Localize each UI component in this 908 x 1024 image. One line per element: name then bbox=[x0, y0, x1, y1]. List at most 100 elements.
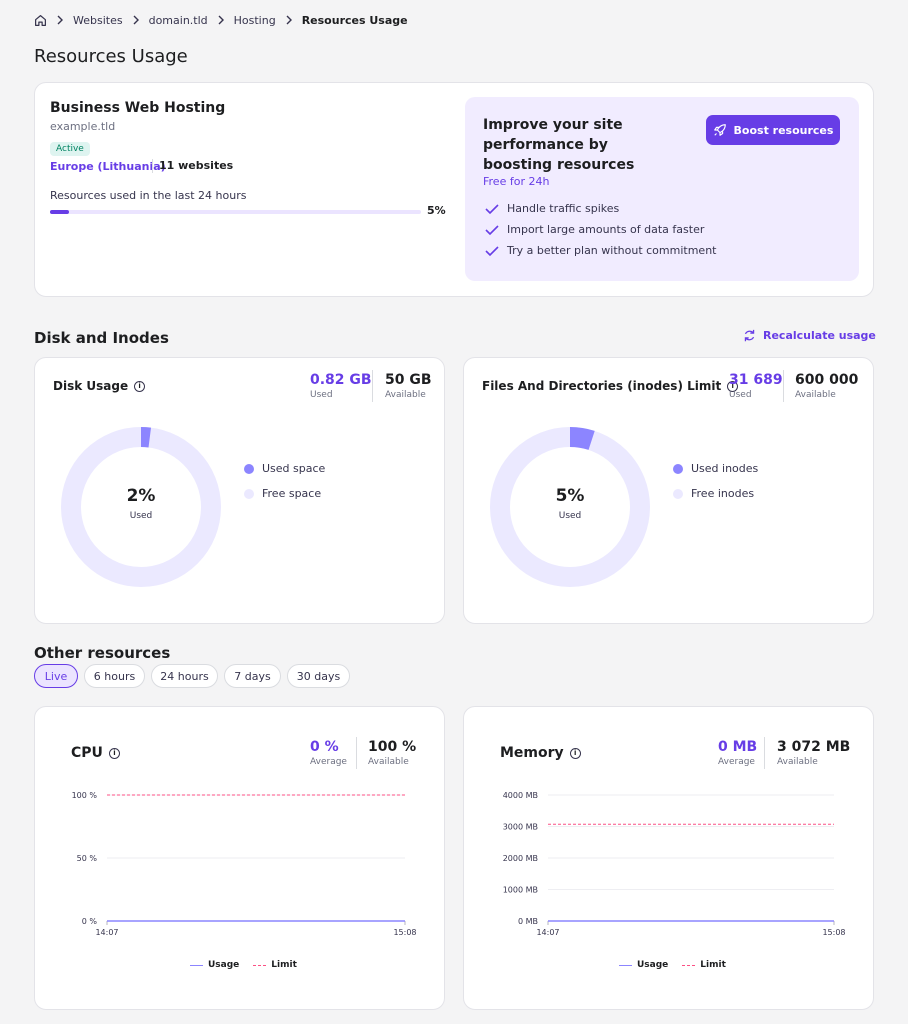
cpu-available-value: 100 % bbox=[368, 739, 417, 755]
stat-divider bbox=[356, 737, 357, 769]
memory-available-stat: 3 072 MB Available bbox=[777, 739, 850, 767]
legend-dot-used bbox=[673, 463, 683, 474]
y-tick-label: 100 % bbox=[72, 791, 98, 800]
recalculate-usage-button[interactable]: Recalculate usage bbox=[743, 329, 876, 342]
info-icon[interactable]: i bbox=[108, 747, 120, 759]
memory-average-label: Average bbox=[718, 757, 755, 767]
inodes-used-label: Used bbox=[729, 390, 752, 400]
disk-percent: 2% bbox=[126, 486, 156, 506]
donut-used-arc bbox=[569, 427, 595, 451]
disk-percent-label: Used bbox=[129, 511, 153, 521]
memory-line-chart: 4000 MB 3000 MB 2000 MB 1000 MB 0 MB 14:07 15:… bbox=[503, 791, 846, 937]
other-resources-title: Other resources bbox=[34, 644, 171, 662]
memory-average-value: 0 MB bbox=[718, 739, 758, 755]
legend-used-space: Used space bbox=[244, 462, 325, 475]
usage-label: Resources used in the last 24 hours bbox=[50, 189, 247, 202]
inodes-used-stat: 31 689 Used bbox=[729, 372, 783, 400]
breadcrumb-link-hosting[interactable]: Hosting bbox=[233, 13, 276, 27]
page-title: Resources Usage bbox=[34, 46, 188, 67]
boost-subtitle: Free for 24h bbox=[483, 175, 550, 188]
legend-limit-swatch bbox=[253, 964, 267, 966]
usage-progress-bar bbox=[50, 210, 421, 214]
inodes-available-stat: 600 000 Available bbox=[795, 372, 858, 400]
x-tick-label: 15:08 bbox=[822, 928, 845, 937]
donut-used-arc bbox=[140, 427, 152, 448]
inodes-donut-chart bbox=[490, 427, 650, 587]
chevron-right-icon bbox=[56, 15, 64, 25]
location-divider bbox=[152, 159, 153, 173]
inodes-percent-label: Used bbox=[558, 511, 582, 521]
memory-available-label: Available bbox=[777, 757, 818, 767]
cpu-available-stat: 100 % Available bbox=[368, 739, 416, 767]
chevron-right-icon bbox=[217, 15, 225, 25]
x-tick-label: 14:07 bbox=[536, 928, 559, 937]
inodes-title: Files And Directories (inodes) Limit bbox=[482, 379, 722, 393]
cpu-legend: Usage Limit bbox=[190, 960, 297, 970]
disk-available-stat: 50 GB Available bbox=[385, 372, 432, 400]
range-tab-7-days[interactable]: 7 days bbox=[224, 664, 281, 688]
cpu-average-stat: 0 % Average bbox=[310, 739, 347, 767]
cpu-title-wrap: CPU i bbox=[71, 745, 120, 761]
boost-panel: Improve your site performance by boostin… bbox=[465, 97, 859, 281]
legend-limit-swatch bbox=[682, 964, 696, 966]
breadcrumb: Websites domain.tld Hosting Resources Us… bbox=[34, 12, 408, 28]
status-badge: Active bbox=[50, 142, 90, 156]
disk-used-label: Used bbox=[310, 390, 333, 400]
legend-used-label: Used inodes bbox=[691, 462, 759, 475]
memory-legend: Usage Limit bbox=[619, 960, 726, 970]
legend-free-label: Free inodes bbox=[691, 487, 755, 500]
cpu-line-chart: 100 % 50 % 0 % 14:07 15:08 bbox=[72, 791, 417, 937]
disk-available-value: 50 GB bbox=[385, 372, 432, 388]
inodes-available-value: 600 000 bbox=[795, 372, 859, 388]
disk-donut-chart bbox=[61, 427, 221, 587]
cpu-available-label: Available bbox=[368, 757, 409, 767]
benefit-item: Try a better plan without commitment bbox=[485, 244, 716, 257]
disk-title-wrap: Disk Usage i bbox=[53, 379, 146, 393]
legend-dot-free bbox=[244, 488, 254, 499]
stat-divider bbox=[783, 370, 784, 402]
legend-free-space: Free space bbox=[244, 487, 321, 500]
inodes-card: Files And Directories (inodes) Limit i 31… bbox=[463, 357, 874, 624]
breadcrumb-link-websites[interactable]: Websites bbox=[73, 13, 123, 27]
plan-location[interactable]: Europe (Lithuania) bbox=[50, 160, 166, 173]
memory-card: Memory i 0 MB Average 3 072 MB Available … bbox=[463, 706, 874, 1010]
legend-free-inodes: Free inodes bbox=[673, 487, 754, 500]
chevron-right-icon bbox=[132, 15, 140, 25]
legend-usage-swatch bbox=[619, 964, 632, 966]
disk-available-label: Available bbox=[385, 390, 426, 400]
boost-resources-button[interactable]: Boost resources bbox=[706, 115, 840, 145]
range-tab-6-hours[interactable]: 6 hours bbox=[84, 664, 145, 688]
inodes-title-wrap: Files And Directories (inodes) Limit i bbox=[482, 379, 739, 393]
legend-usage: Usage bbox=[190, 960, 239, 970]
memory-available-value: 3 072 MB bbox=[777, 739, 851, 755]
y-tick-label: 1000 MB bbox=[503, 886, 538, 895]
y-tick-label: 50 % bbox=[77, 854, 98, 863]
stat-divider bbox=[372, 370, 373, 402]
chevron-right-icon bbox=[285, 15, 293, 25]
disk-title: Disk Usage bbox=[53, 379, 129, 393]
info-icon[interactable]: i bbox=[134, 381, 146, 392]
donut-track bbox=[490, 427, 650, 587]
boost-button-label: Boost resources bbox=[733, 123, 834, 137]
breadcrumb-link-domain[interactable]: domain.tld bbox=[148, 13, 208, 27]
range-tab-live[interactable]: Live bbox=[34, 664, 78, 688]
legend-dot-free bbox=[673, 488, 683, 499]
legend-used-inodes: Used inodes bbox=[673, 462, 758, 475]
info-icon[interactable]: i bbox=[727, 381, 739, 392]
usage-percent: 5% bbox=[427, 204, 446, 217]
legend-usage-label: Usage bbox=[637, 960, 669, 970]
status-badge-wrap: Active bbox=[50, 136, 90, 156]
plan-name: Business Web Hosting bbox=[50, 100, 226, 116]
donut-track bbox=[61, 427, 221, 587]
home-icon[interactable] bbox=[34, 14, 47, 27]
benefit-label: Handle traffic spikes bbox=[507, 202, 620, 215]
memory-title-wrap: Memory i bbox=[500, 745, 581, 761]
range-tab-24-hours[interactable]: 24 hours bbox=[151, 664, 218, 688]
inodes-percent: 5% bbox=[555, 486, 585, 506]
info-icon[interactable]: i bbox=[569, 747, 581, 759]
check-icon bbox=[485, 245, 499, 257]
legend-dot-used bbox=[244, 463, 254, 474]
range-tab-30-days[interactable]: 30 days bbox=[287, 664, 350, 688]
legend-usage: Usage bbox=[619, 960, 668, 970]
cpu-title: CPU bbox=[71, 745, 103, 761]
